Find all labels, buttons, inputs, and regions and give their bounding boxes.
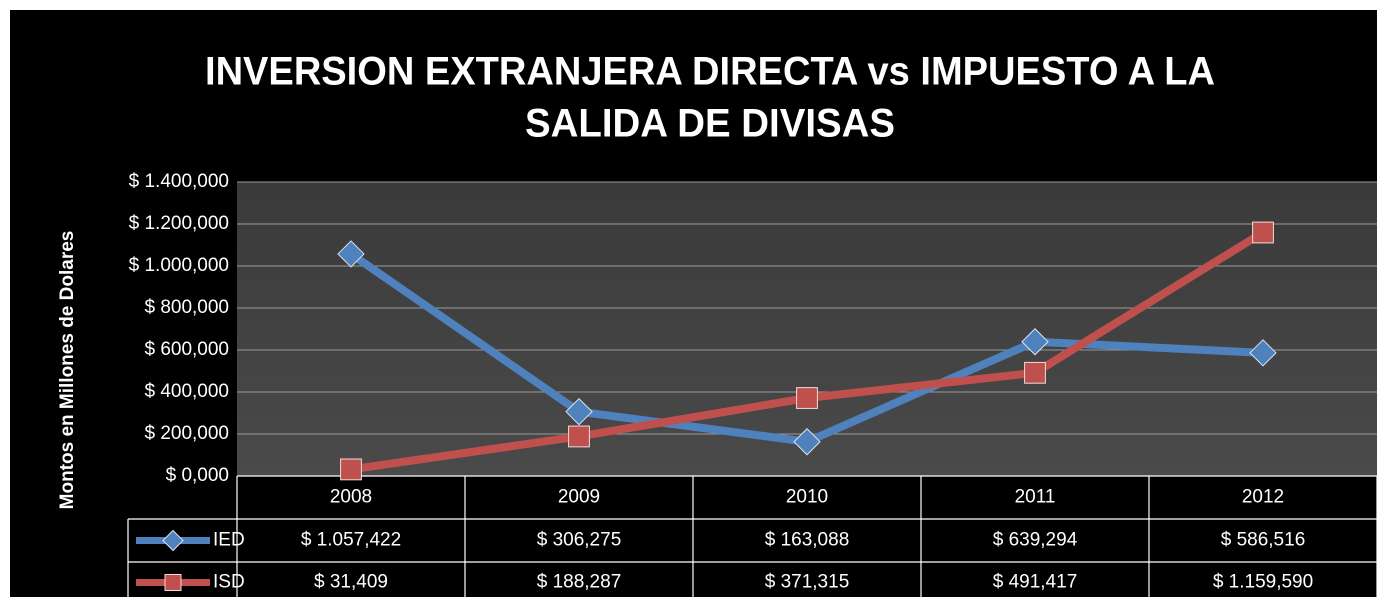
table-value: $ 1.057,422 (301, 530, 401, 551)
table-value: $ 1.159,590 (1213, 572, 1313, 593)
plot-area (237, 182, 1377, 476)
point-marker (796, 387, 818, 409)
chart-title: SALIDA DE DIVISAS (525, 102, 895, 146)
table-value: $ 491,417 (993, 572, 1078, 593)
point-marker (793, 428, 821, 456)
y-tick-label: $ 1.200,000 (129, 213, 229, 234)
x-tick-label: 2011 (1015, 487, 1056, 508)
point-marker (164, 574, 182, 591)
point-marker (340, 458, 362, 481)
legend-label: ISD (213, 572, 245, 593)
point-marker (162, 529, 184, 552)
x-tick-label: 2010 (786, 487, 828, 508)
table-value: $ 586,516 (1221, 530, 1306, 551)
x-tick-label: 2012 (1242, 487, 1284, 508)
point-marker (568, 425, 590, 448)
y-tick-label: $ 200,000 (144, 423, 229, 444)
table-value: $ 163,088 (765, 530, 850, 551)
table-value: $ 639,294 (993, 530, 1078, 551)
legend-label: IED (213, 530, 245, 551)
y-tick-label: $ 0,000 (166, 465, 229, 486)
point-marker (1021, 328, 1049, 356)
point-marker (337, 240, 365, 268)
x-tick-label: 2008 (330, 487, 372, 508)
table-value: $ 306,275 (537, 530, 622, 551)
y-axis-title: Montos en Millones de Dolares (57, 231, 78, 510)
point-marker (1024, 361, 1046, 384)
y-tick-label: $ 600,000 (144, 339, 229, 360)
y-tick-label: $ 400,000 (144, 381, 229, 402)
point-marker (1249, 339, 1277, 367)
chart-title: INVERSION EXTRANJERA DIRECTA vs IMPUESTO… (205, 50, 1215, 94)
point-marker (565, 397, 593, 426)
table-value: $ 371,315 (765, 572, 850, 593)
y-tick-label: $ 1.400,000 (129, 171, 229, 192)
table-value: $ 188,287 (537, 572, 622, 593)
y-tick-label: $ 800,000 (144, 297, 229, 318)
point-marker (1252, 221, 1274, 244)
x-tick-label: 2009 (558, 487, 600, 508)
table-value: $ 31,409 (314, 572, 388, 593)
y-tick-label: $ 1.000,000 (129, 255, 229, 276)
